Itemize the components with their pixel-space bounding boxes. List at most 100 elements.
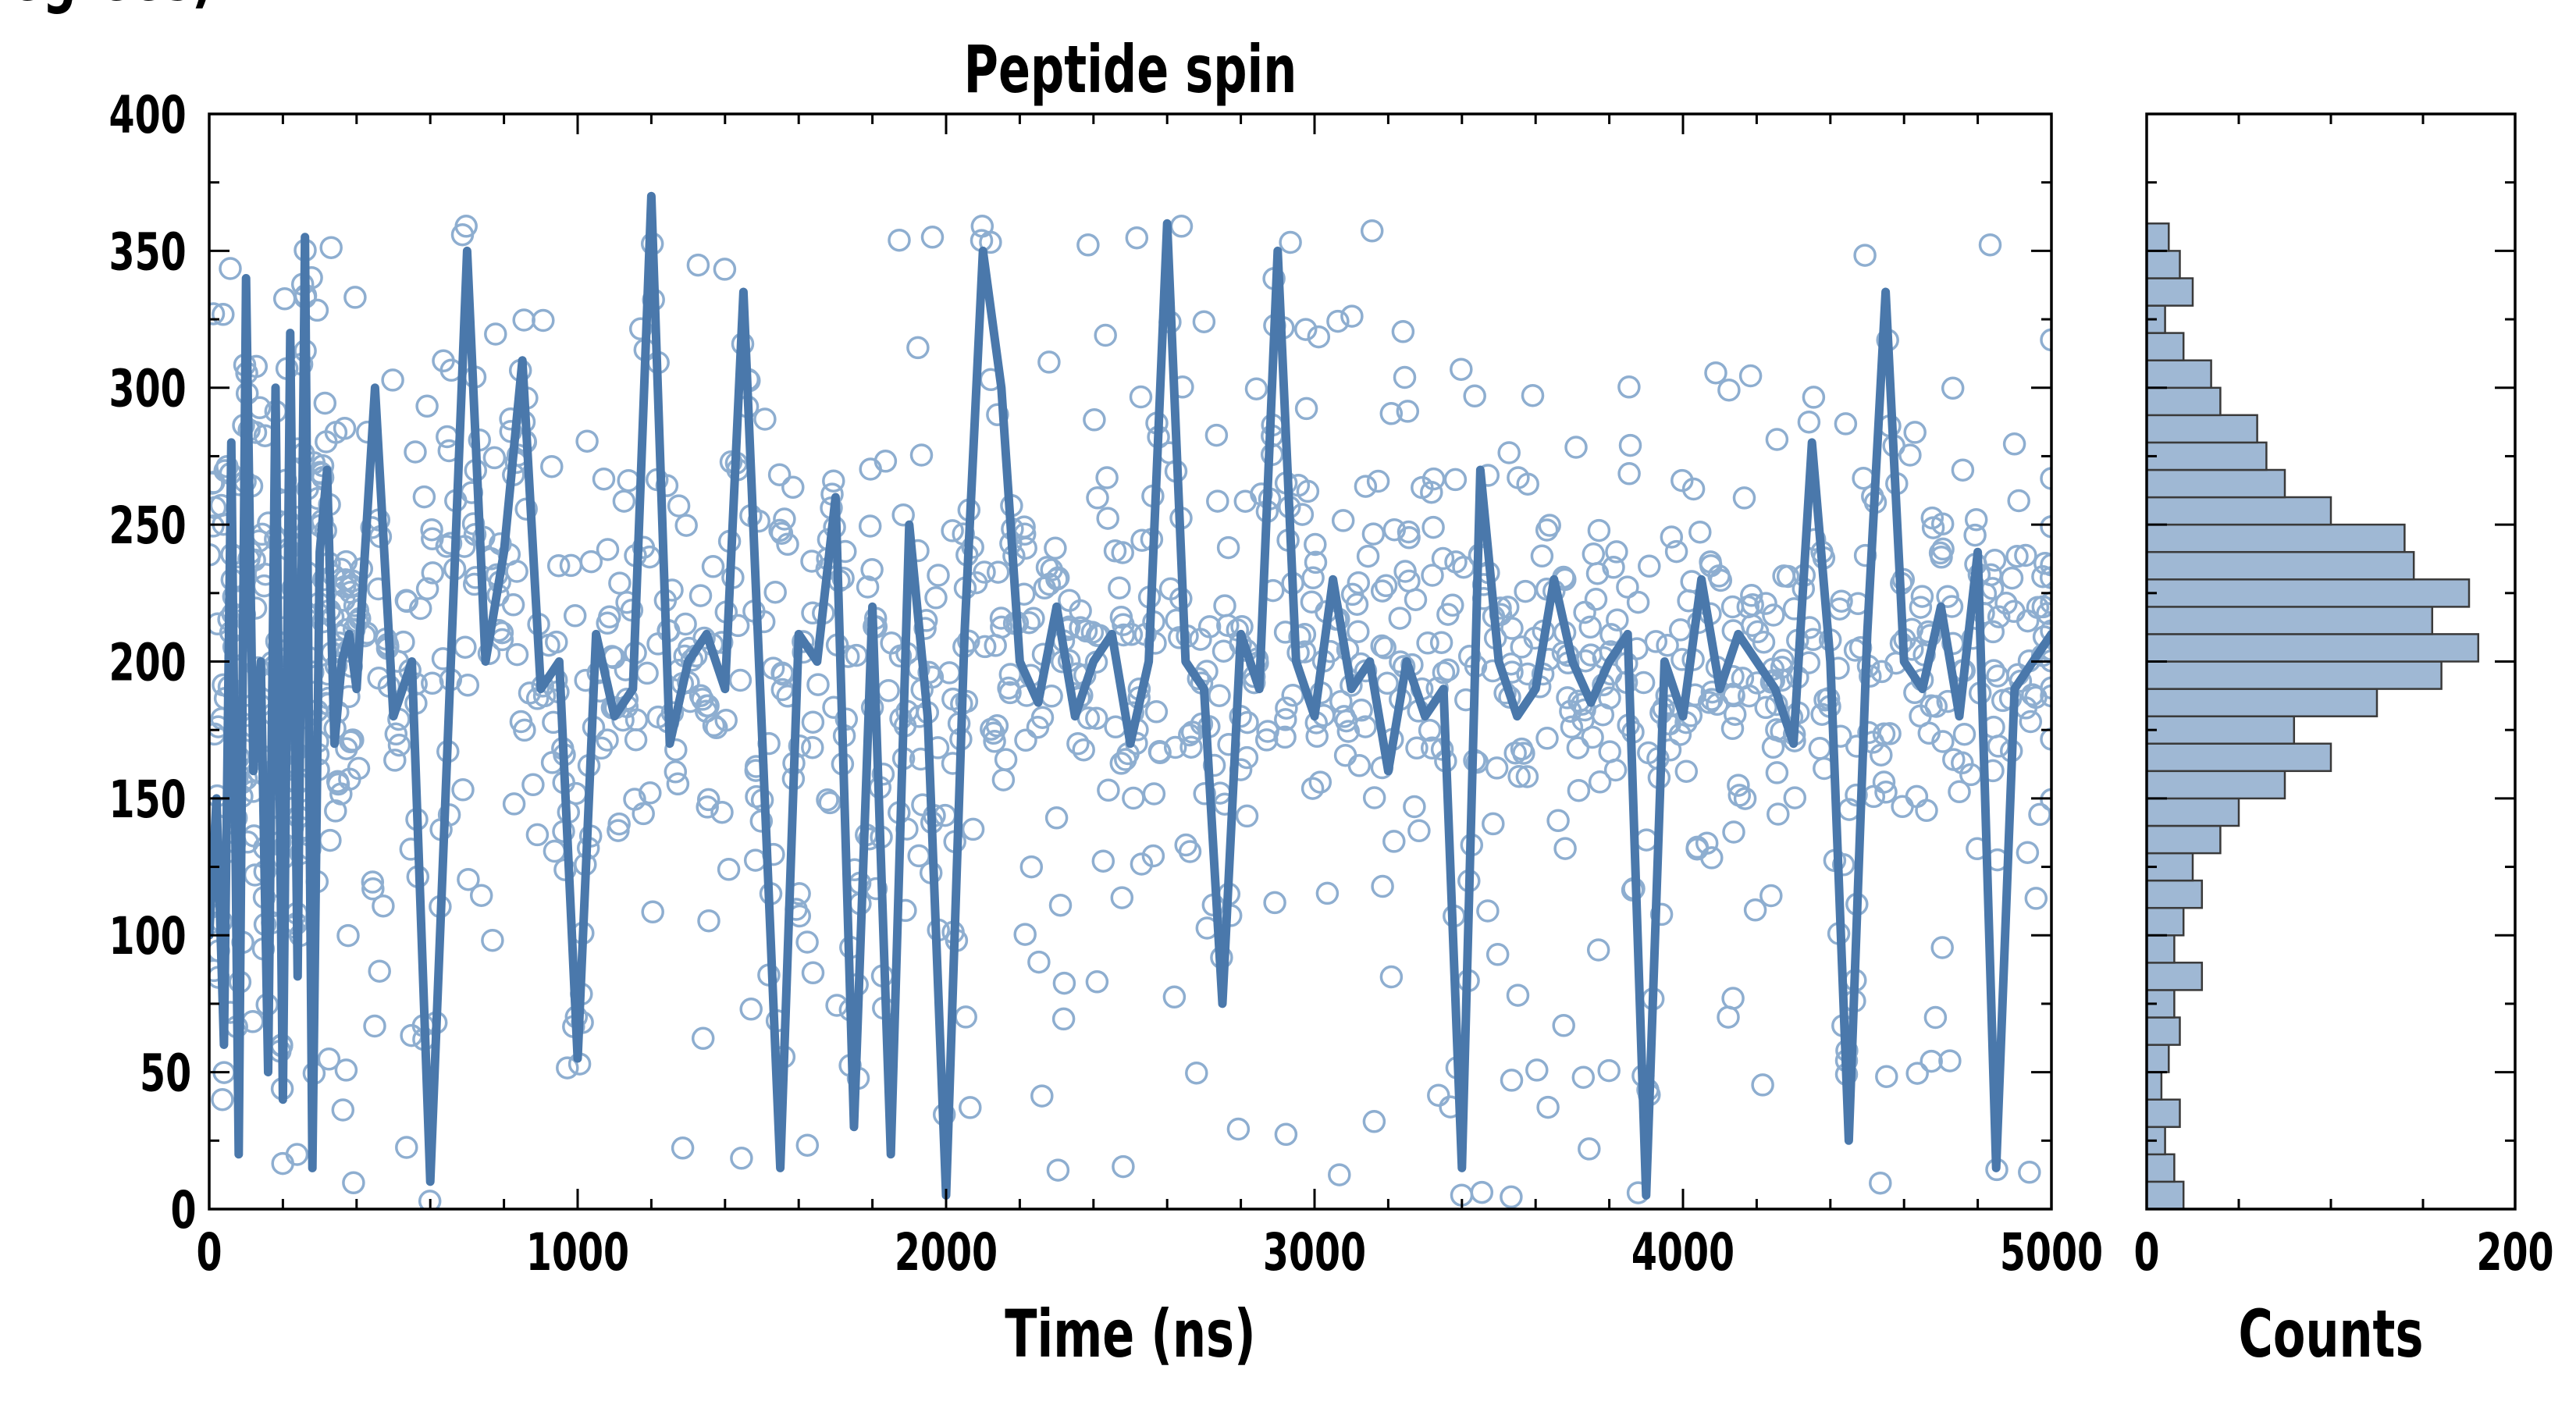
sample-point [702,713,726,738]
sample-point [1905,784,1929,809]
sample-point [1845,783,1868,807]
sample-point [1019,855,1044,879]
sample-point [1421,467,1446,491]
sample-point [858,514,882,538]
sample-point [1293,318,1318,341]
y-tick-label: 50 [140,1044,191,1104]
sample-point [1514,579,1537,603]
sample-point [1340,582,1364,606]
sample-point [1618,433,1642,457]
sample-point [1097,778,1120,802]
sample-point [1110,886,1134,909]
sample-point [421,561,445,585]
sample-point [2040,553,2051,577]
sample-point [1356,544,1380,568]
sample-point [1142,782,1166,806]
sample-point [730,1147,753,1170]
sample-point [415,577,439,601]
sample-point [1371,874,1394,898]
sample-point [1294,397,1318,421]
sample-point [1535,727,1559,750]
sample-point [1983,548,2007,572]
sample-point [497,542,521,566]
sample-point [877,678,900,702]
sample-point [1212,639,1236,663]
sample-point [2007,489,2030,513]
sample-point [1717,1005,1740,1029]
sample-point [381,368,404,392]
sample-point [1738,364,1763,388]
sample-point [632,535,656,560]
sample-point [1213,594,1236,617]
sample-point [1226,1117,1251,1141]
sample-point [2018,1161,2041,1184]
sample-point [1130,852,1154,876]
sample-point [1952,722,1976,746]
sample-point [1521,383,1545,407]
sample-point [664,738,688,762]
sample-point [2040,727,2051,751]
series-line [209,191,2051,1200]
sample-point [1721,987,1745,1010]
histogram-bar [2147,797,2240,827]
sample-point [713,258,737,281]
sample-point [1274,708,1297,731]
sample-point [1552,1014,1575,1037]
sample-point [333,417,357,440]
sample-point [632,802,655,826]
sample-point [1206,489,1229,513]
sample-point [986,560,1010,584]
sample-point [1174,833,1197,857]
sample-point [1616,575,1639,599]
sample-point [1404,588,1428,611]
sample-point [1305,724,1329,749]
sample-point [1723,702,1747,726]
sample-point [469,884,493,907]
sample-point [211,1087,234,1112]
sample-point [1674,759,1699,783]
sample-point [209,302,226,325]
sample-point [1910,585,1934,608]
sample-point [209,514,225,538]
sample-point [1709,568,1733,592]
sample-point [1941,376,1965,400]
histogram-bar [2147,934,2176,964]
sample-point [1754,592,1777,615]
histogram-bar [2147,1044,2170,1073]
sample-point [546,553,571,578]
sample-point [1776,564,1800,589]
sample-point [816,788,839,812]
sample-point [639,781,662,805]
sample-point [1129,385,1153,409]
sample-point [1720,717,1745,741]
sample-point [305,298,329,322]
sample-point [1560,715,1584,739]
sample-point [319,236,343,259]
sample-point [954,1005,977,1029]
sample-point [1045,567,1069,591]
sample-point [1354,475,1378,498]
sample-point [1051,1007,1076,1031]
sample-point [1717,378,1741,402]
sample-point [671,1136,695,1160]
sample-point [1022,606,1045,631]
sample-point [317,1048,341,1071]
sample-point [1704,361,1727,385]
sample-point [1393,560,1417,583]
sample-point [420,518,443,542]
histogram-bar [2147,770,2286,800]
sample-point [1987,735,2010,758]
sample-point [667,494,691,518]
sample-point [1578,1137,1601,1161]
sample-point [342,1171,365,1195]
sample-point [888,228,911,252]
sample-point [1525,1058,1549,1082]
sample-point [871,762,895,786]
histogram-bar [2147,879,2204,909]
sample-point [1066,731,1090,756]
sample-point [1638,554,1661,578]
histogram-bar [2147,386,2222,417]
sample-point [1878,722,1902,745]
sample-point [801,961,825,985]
sample-point [1930,936,1954,959]
